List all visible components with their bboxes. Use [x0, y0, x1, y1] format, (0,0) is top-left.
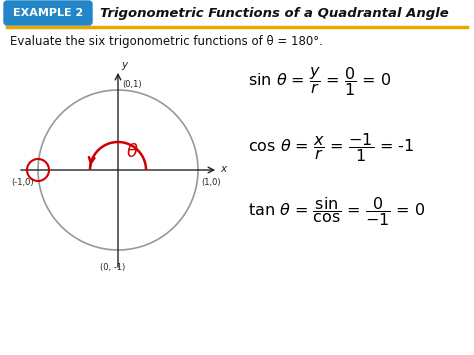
Text: tan $\theta$ = $\dfrac{\mathrm{sin}}{\mathrm{cos}}$ = $\dfrac{0}{-1}$ = 0: tan $\theta$ = $\dfrac{\mathrm{sin}}{\ma… — [248, 196, 425, 229]
FancyBboxPatch shape — [4, 1, 92, 25]
Text: (-1,0): (-1,0) — [11, 178, 34, 187]
Text: (0, -1): (0, -1) — [100, 263, 126, 272]
Text: cos $\theta$ = $\dfrac{x}{r}$ = $\dfrac{-1}{1}$ = -1: cos $\theta$ = $\dfrac{x}{r}$ = $\dfrac{… — [248, 131, 414, 164]
Text: Evaluate the six trigonometric functions of θ = 180°.: Evaluate the six trigonometric functions… — [10, 35, 323, 48]
Text: sin $\theta$ = $\dfrac{y}{r}$ = $\dfrac{0}{1}$ = 0: sin $\theta$ = $\dfrac{y}{r}$ = $\dfrac{… — [248, 66, 391, 98]
Text: (1,0): (1,0) — [201, 178, 220, 187]
Text: x: x — [220, 164, 226, 174]
Text: (0,1): (0,1) — [122, 80, 142, 89]
Text: $\theta$: $\theta$ — [126, 143, 138, 161]
Text: EXAMPLE 2: EXAMPLE 2 — [13, 8, 83, 18]
Text: Trigonometric Functions of a Quadrantal Angle: Trigonometric Functions of a Quadrantal … — [100, 6, 449, 20]
Text: y: y — [121, 60, 127, 70]
